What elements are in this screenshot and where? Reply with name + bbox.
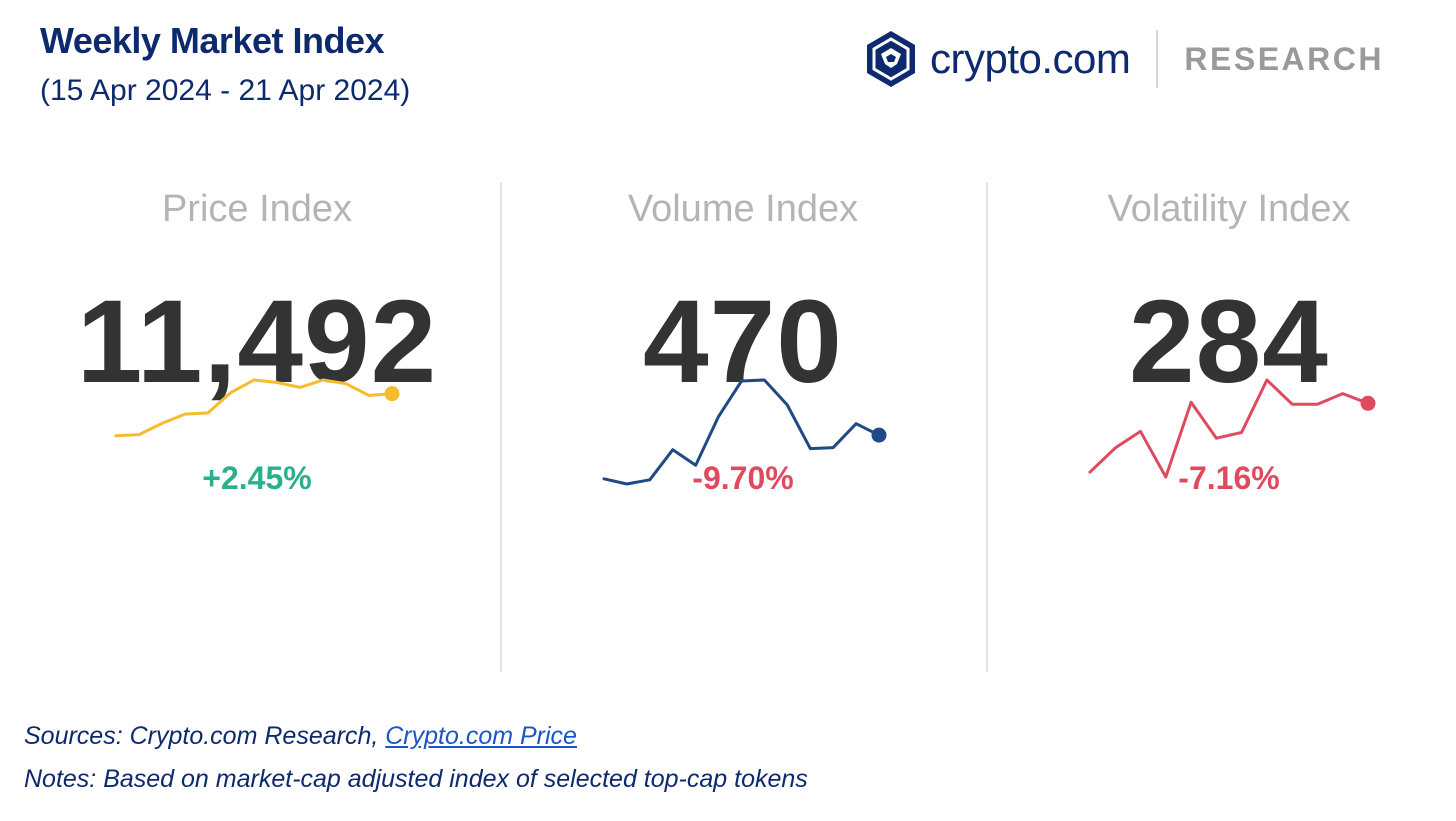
volume-sparkline [602, 378, 887, 486]
sources-note: Sources: Crypto.com Research, Crypto.com… [24, 722, 577, 751]
panel-divider [500, 182, 502, 672]
page-title: Weekly Market Index [40, 20, 385, 61]
crypto-com-logo-icon [867, 31, 915, 87]
sparkline-endpoint [1360, 395, 1376, 411]
volatility-sparkline [1088, 378, 1376, 479]
change-percent: +2.45% [202, 460, 312, 496]
index-value: 470 [643, 276, 843, 408]
price-sparkline [114, 378, 400, 438]
panel-title: Price Index [161, 188, 353, 230]
brand-divider [1156, 30, 1159, 88]
index-value: 11,492 [76, 276, 438, 408]
brand-block: crypto.com RESEARCH [866, 28, 1384, 90]
volatility-index-panel: Volatility Index 284 -7.16% [986, 180, 1456, 670]
brand-name: crypto.com [930, 35, 1131, 82]
volume-index-panel: Volume Index 470 -9.70% [500, 180, 986, 670]
panel-divider [986, 182, 988, 672]
sparkline-series [602, 378, 881, 486]
sparkline-endpoint [384, 386, 400, 402]
sparkline-endpoint [871, 427, 887, 443]
sources-prefix: Sources: Crypto.com Research, [24, 722, 386, 750]
sparkline-series [114, 378, 394, 438]
panel-title: Volume Index [627, 188, 859, 230]
date-range: (15 Apr 2024 - 21 Apr 2024) [40, 74, 411, 107]
brand-division: RESEARCH [1184, 40, 1384, 77]
change-percent: -7.16% [1178, 460, 1280, 496]
crypto-com-price-link[interactable]: Crypto.com Price [385, 722, 577, 750]
price-index-panel: Price Index 11,492 +2.45% [14, 180, 500, 670]
change-percent: -9.70% [692, 460, 794, 496]
sparkline-series [1088, 378, 1370, 479]
panel-title: Volatility Index [1107, 188, 1351, 230]
notes-text: Notes: Based on market-cap adjusted inde… [24, 765, 808, 793]
index-value: 284 [1129, 276, 1329, 408]
